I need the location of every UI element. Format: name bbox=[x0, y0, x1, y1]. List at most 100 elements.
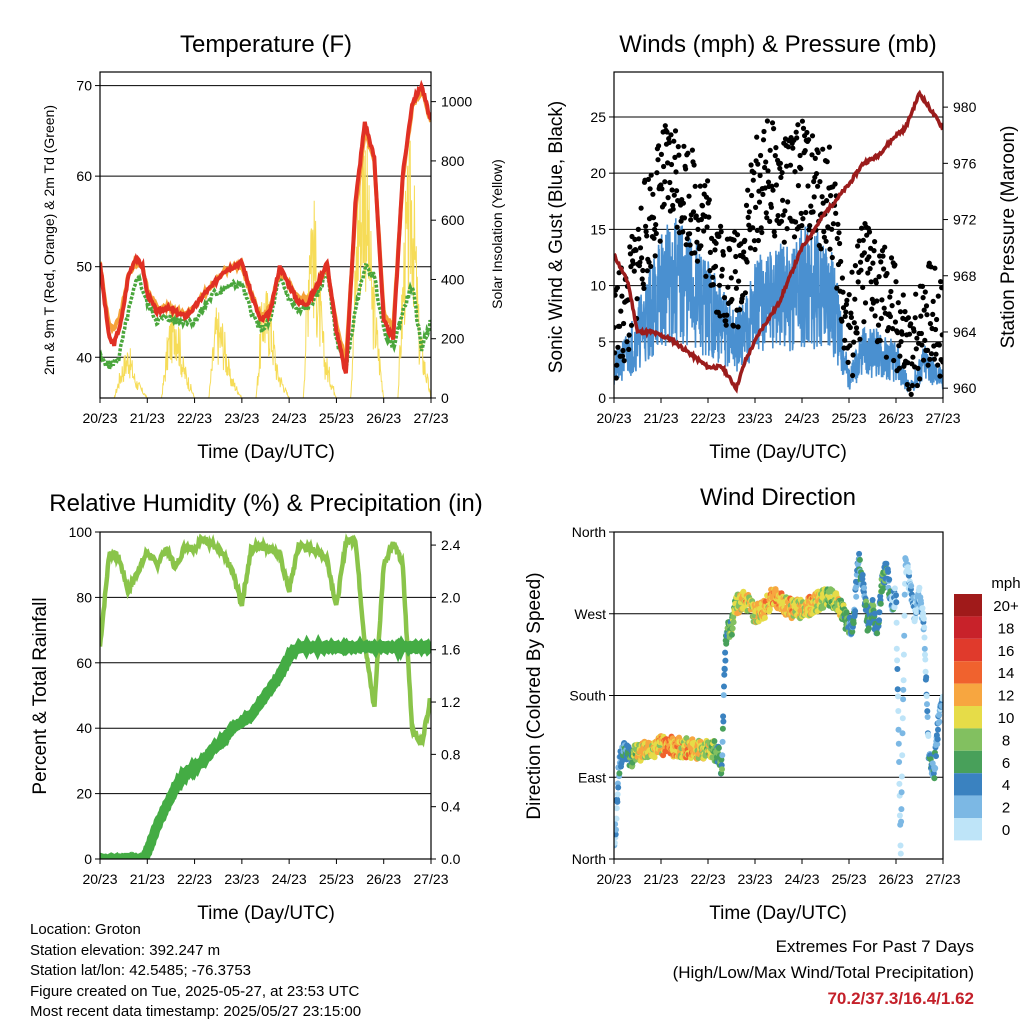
chart2-y2tick-label: 968 bbox=[953, 268, 977, 284]
gust-point bbox=[674, 188, 680, 194]
gust-point bbox=[681, 143, 687, 149]
direction-point bbox=[920, 615, 927, 622]
gust-point bbox=[778, 218, 785, 224]
gust-point bbox=[919, 283, 926, 289]
chart1-y2tick-label: 0 bbox=[441, 390, 449, 406]
gust-point bbox=[721, 295, 728, 301]
gust-point bbox=[925, 362, 931, 368]
chart3-xtick-label: 24/23 bbox=[272, 871, 307, 887]
gust-point bbox=[731, 323, 737, 329]
chart2-xtick-label: 25/23 bbox=[831, 410, 866, 426]
legend-swatch bbox=[954, 638, 982, 662]
gust-point bbox=[676, 152, 682, 158]
gust-point bbox=[626, 332, 632, 338]
gust-point bbox=[706, 197, 712, 203]
gust-point bbox=[701, 228, 707, 234]
gust-point bbox=[689, 147, 696, 153]
direction-point bbox=[898, 818, 905, 825]
gust-point bbox=[878, 315, 884, 321]
gust-point bbox=[698, 243, 704, 249]
gust-point bbox=[918, 313, 924, 319]
gust-point bbox=[793, 129, 799, 135]
direction-point bbox=[916, 584, 923, 591]
gust-point bbox=[914, 335, 920, 341]
chart1-y2tick-label: 200 bbox=[441, 331, 465, 347]
gust-point bbox=[653, 222, 659, 228]
gust-point bbox=[795, 122, 801, 128]
gust-point bbox=[741, 249, 747, 255]
direction-point bbox=[896, 780, 903, 787]
gust-point bbox=[922, 337, 928, 343]
direction-point bbox=[766, 606, 773, 613]
gust-point bbox=[867, 266, 873, 272]
direction-point bbox=[614, 805, 620, 812]
gust-point bbox=[874, 298, 880, 304]
chart1-y2tick-label: 400 bbox=[441, 271, 465, 287]
gust-point bbox=[760, 137, 767, 143]
gust-point bbox=[842, 313, 848, 319]
gust-point bbox=[665, 160, 671, 166]
legend-swatch bbox=[954, 818, 982, 841]
chart2-title: Winds (mph) & Pressure (mb) bbox=[619, 31, 936, 58]
gust-point bbox=[847, 343, 853, 349]
gust-point bbox=[938, 279, 943, 285]
gust-point bbox=[780, 197, 786, 203]
gust-point bbox=[855, 279, 861, 285]
gust-point bbox=[806, 137, 812, 143]
direction-point bbox=[912, 614, 919, 621]
gust-point bbox=[815, 149, 821, 156]
gust-point bbox=[902, 309, 908, 315]
gust-point bbox=[912, 315, 918, 321]
gust-point bbox=[793, 219, 799, 225]
gust-point bbox=[896, 365, 903, 371]
chart4-ytick-label: North bbox=[572, 524, 606, 540]
gust-point bbox=[934, 316, 940, 323]
chart4-ytick-label: East bbox=[578, 769, 606, 785]
direction-point bbox=[931, 775, 938, 782]
direction-point bbox=[900, 696, 907, 703]
legend-label: 16 bbox=[998, 643, 1015, 660]
direction-point bbox=[711, 738, 718, 745]
legend-label: 0 bbox=[1002, 822, 1010, 839]
gust-point bbox=[892, 262, 898, 268]
gust-point bbox=[695, 226, 701, 232]
chart3-ytick-label: 0 bbox=[84, 851, 92, 867]
legend-label: 8 bbox=[1002, 732, 1010, 749]
gust-point bbox=[928, 351, 935, 357]
direction-point bbox=[614, 831, 619, 838]
direction-point bbox=[933, 753, 939, 760]
gust-point bbox=[742, 237, 748, 243]
gust-point bbox=[820, 146, 826, 152]
gust-point bbox=[918, 330, 925, 337]
direction-point bbox=[849, 628, 856, 635]
gust-point bbox=[777, 165, 783, 171]
gust-point bbox=[647, 186, 653, 192]
gust-point bbox=[632, 236, 638, 242]
temp-2m-line bbox=[100, 79, 431, 374]
gust-point bbox=[688, 217, 694, 223]
gust-point bbox=[779, 170, 785, 176]
direction-point bbox=[614, 826, 619, 833]
direction-point bbox=[614, 839, 618, 846]
gust-point bbox=[836, 230, 842, 236]
chart2-ytick-label: 10 bbox=[590, 278, 606, 294]
gust-point bbox=[627, 244, 633, 250]
gust-point bbox=[784, 226, 790, 232]
chart4-ytick-label: South bbox=[569, 688, 606, 704]
direction-point bbox=[920, 610, 927, 617]
chart1-ylabel: 2m & 9m T (Red, Orange) & 2m Td (Green) bbox=[41, 105, 57, 375]
gust-point bbox=[745, 214, 751, 220]
gust-point bbox=[687, 242, 693, 248]
gust-point bbox=[639, 276, 645, 282]
chart4-xtick-label: 22/23 bbox=[690, 871, 725, 887]
gust-point bbox=[851, 339, 857, 345]
gust-point bbox=[803, 209, 809, 216]
gust-point bbox=[758, 225, 764, 231]
gust-point bbox=[936, 342, 943, 348]
chart3-xtick-label: 21/23 bbox=[130, 871, 165, 887]
chart3-plot-area bbox=[100, 533, 431, 859]
direction-point bbox=[902, 557, 909, 563]
gust-point bbox=[900, 292, 906, 298]
gust-point bbox=[790, 145, 796, 151]
gust-point bbox=[684, 236, 690, 242]
